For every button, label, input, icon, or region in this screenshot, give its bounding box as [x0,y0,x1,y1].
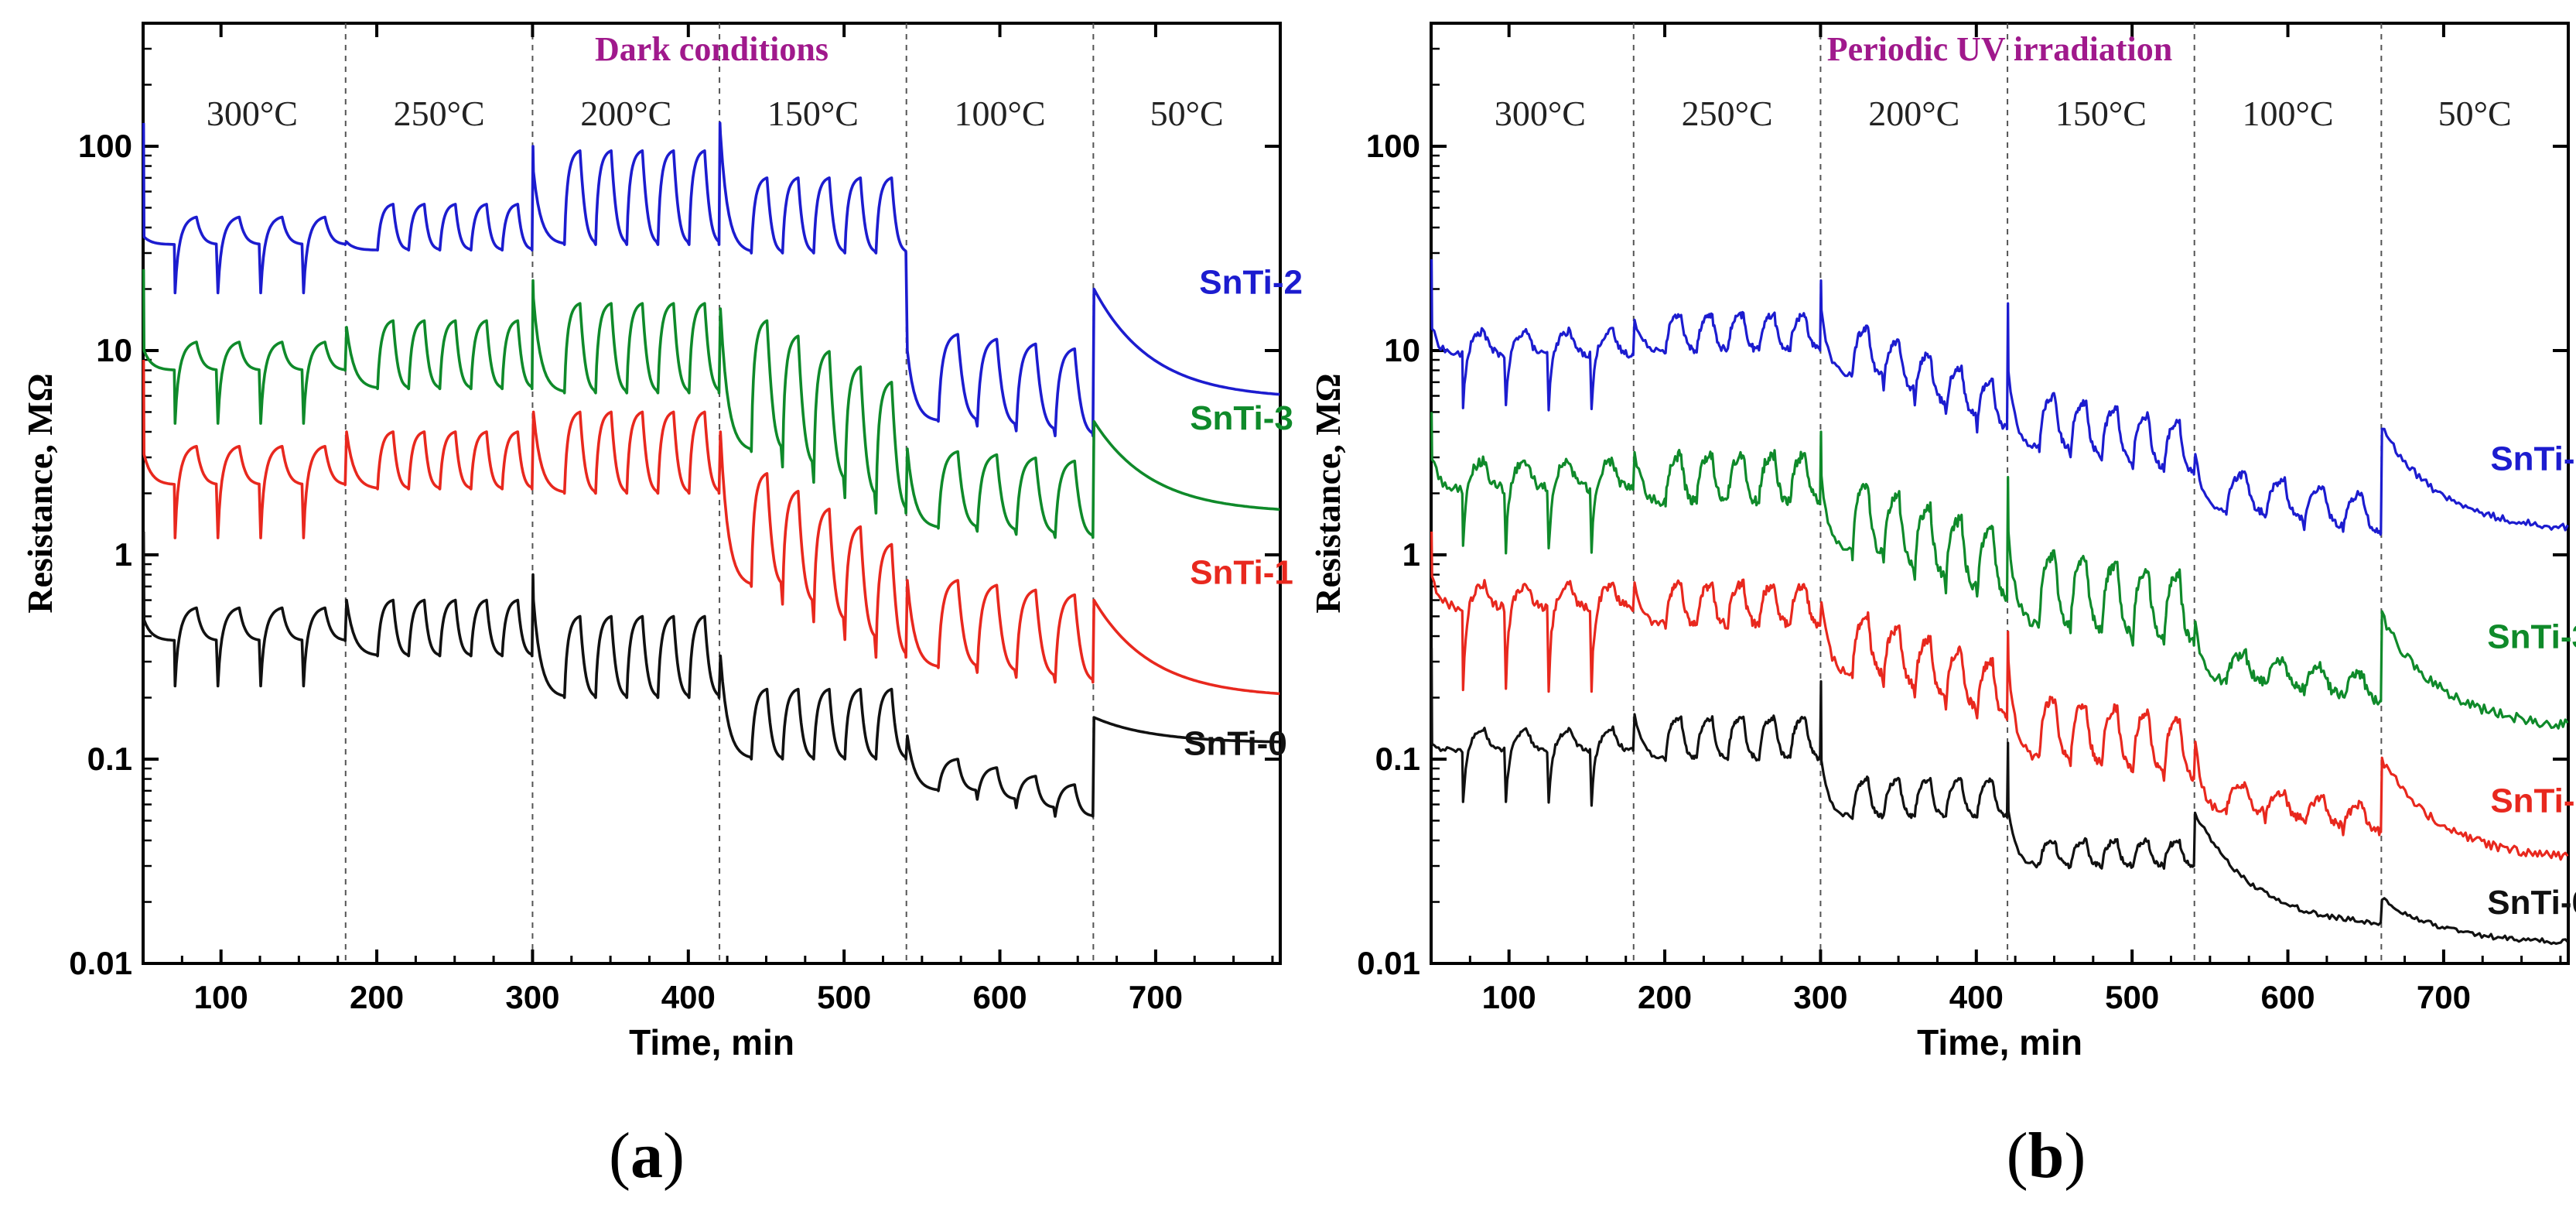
series-label-snti-2: SnTi-2 [1199,263,1303,301]
y-tick-label: 0.01 [1357,945,1420,981]
series-line-snti-0 [1430,648,2569,946]
y-axis-label: Resistance, MΩ [20,373,60,613]
y-tick-label: 1 [114,536,132,573]
y-tick-label: 0.1 [1375,741,1420,777]
panel-title: Dark conditions [595,30,828,68]
panel-b-caption: (b) [1930,1118,2162,1193]
y-tick-label: 1 [1402,536,1420,573]
x-tick-label: 500 [817,979,871,1015]
panel-a-caption: (a) [531,1118,763,1193]
x-tick-label: 700 [1129,979,1183,1015]
x-tick-label: 600 [972,979,1027,1015]
panel-a-chart: 100 200 300 400 500 600 700 0.01 0.1 1 10 100 Time, … [20,22,1303,1062]
series-line-snti-1 [142,359,1280,696]
x-tick-label: 100 [1482,979,1536,1015]
series-line-snti-2 [142,121,1280,437]
y-tick-label: 10 [1384,332,1420,368]
stage-temperature-label: 100°C [954,94,1045,133]
y-tick-label: 0.01 [69,945,132,981]
series-line-snti-3 [1430,412,2569,730]
x-tick-label: 500 [2105,979,2159,1015]
stage-temperature-label: 200°C [580,94,671,133]
x-tick-label: 100 [194,979,248,1015]
y-tick-label: 10 [96,332,132,368]
x-axis-label: Time, min [629,1022,794,1062]
caption-open-paren: ( [609,1120,630,1192]
plot-frame [142,22,1282,965]
stage-temperature-label: 200°C [1868,94,1959,133]
x-axis-label: Time, min [1917,1022,2082,1062]
series-label-snti-2: SnTi-2 [2490,440,2576,477]
stage-temperature-label: 50°C [2438,94,2512,133]
y-tick-label: 100 [78,128,132,164]
x-tick-label: 700 [2417,979,2471,1015]
x-tick-label: 300 [1793,979,1847,1015]
caption-letter: a [630,1120,663,1192]
series-line-snti-3 [142,269,1280,539]
caption-letter: b [2028,1120,2065,1192]
x-tick-label: 200 [350,979,404,1015]
series-label-snti-3: SnTi-3 [1190,399,1293,437]
caption-close-paren: ) [2064,1120,2086,1192]
panel-b-chart: 100 200 300 400 500 600 700 0.01 0.1 1 10 100 Time, … [1308,22,2576,1062]
series-label-snti-0: SnTi-0 [2487,884,2576,922]
x-tick-label: 400 [661,979,716,1015]
y-tick-label: 0.1 [87,741,132,777]
x-tick-label: 300 [505,979,559,1015]
x-tick-label: 600 [2260,979,2315,1015]
series-label-snti-3: SnTi-3 [2487,618,2576,655]
x-tick-label: 400 [1949,979,2004,1015]
panel-title: Periodic UV irradiation [1827,30,2172,68]
stage-temperature-label: 150°C [2055,94,2147,133]
series-label-snti-1: SnTi-1 [2490,782,2576,820]
caption-open-paren: ( [2006,1120,2028,1192]
plot-frame [1430,22,2570,965]
stage-temperature-label: 250°C [394,94,485,133]
stage-temperature-label: 300°C [1495,94,1586,133]
stage-temperature-label: 250°C [1682,94,1773,133]
series-label-snti-1: SnTi-1 [1190,554,1293,592]
y-tick-label: 100 [1366,128,1420,164]
series-line-snti-1 [1430,531,2569,861]
series-line-snti-2 [1430,258,2569,536]
caption-close-paren: ) [663,1120,685,1192]
y-axis-label: Resistance, MΩ [1308,373,1348,613]
stage-temperature-label: 150°C [767,94,859,133]
stage-temperature-label: 50°C [1150,94,1224,133]
x-tick-label: 200 [1638,979,1692,1015]
series-label-snti-0: SnTi-0 [1184,724,1287,762]
stage-temperature-label: 100°C [2242,94,2333,133]
stage-temperature-label: 300°C [207,94,298,133]
series-line-snti-0 [142,531,1280,818]
